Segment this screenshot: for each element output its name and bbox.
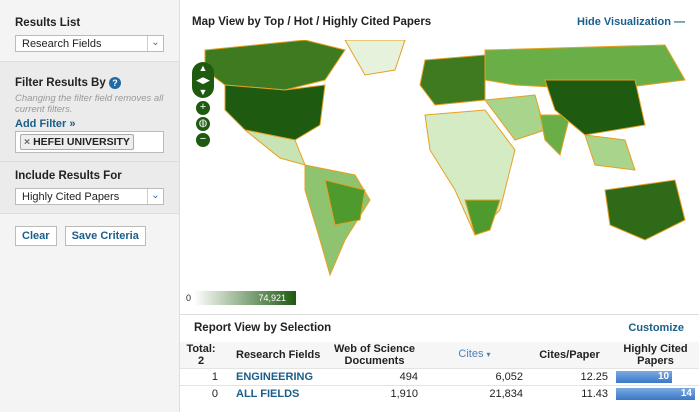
map-region-europe bbox=[419, 54, 486, 106]
zoom-in-button[interactable]: + bbox=[196, 101, 210, 115]
include-value: Highly Cited Papers bbox=[22, 191, 120, 203]
add-filter-link[interactable]: Add Filter » bbox=[15, 118, 76, 130]
cpp-cell: 11.43 bbox=[527, 384, 612, 402]
hcp-cell: 10 bbox=[612, 367, 699, 385]
hcp-cell: 14 bbox=[612, 384, 699, 402]
table-row: 0 ALL FIELDS 1,910 21,834 11.43 14 bbox=[180, 384, 699, 402]
map-region-china bbox=[544, 79, 646, 136]
docs-cell: 1,910 bbox=[327, 384, 422, 402]
sort-icon: ▾ bbox=[486, 350, 491, 360]
chevron-down-icon: ⌄ bbox=[147, 36, 163, 51]
map-region-australia bbox=[604, 179, 686, 241]
table-header: Total: 2 Research Fields Web of Science D… bbox=[180, 342, 699, 368]
remove-chip-icon[interactable]: × bbox=[24, 136, 31, 148]
legend-max: 74,921 bbox=[258, 293, 286, 303]
map-region-se-asia bbox=[584, 134, 636, 171]
map-region-india bbox=[539, 114, 571, 156]
world-map[interactable] bbox=[185, 40, 690, 286]
zoom-out-button[interactable]: − bbox=[196, 133, 210, 147]
field-link[interactable]: ENGINEERING bbox=[222, 367, 327, 385]
clear-button[interactable]: Clear bbox=[15, 226, 57, 246]
hcp-bar: 14 bbox=[616, 387, 695, 400]
field-link[interactable]: ALL FIELDS bbox=[222, 384, 327, 402]
total-header: Total: 2 bbox=[180, 342, 222, 368]
cpp-cell: 12.25 bbox=[527, 367, 612, 385]
minus-icon: — bbox=[674, 16, 685, 28]
globe-icon[interactable]: ◍ bbox=[196, 117, 210, 131]
cites-header[interactable]: Cites ▾ bbox=[422, 342, 527, 368]
docs-header[interactable]: Web of Science Documents bbox=[327, 342, 422, 368]
hcp-header[interactable]: Highly Cited Papers bbox=[612, 342, 699, 368]
results-list-value: Research Fields bbox=[22, 38, 102, 50]
row-count: 1 bbox=[180, 367, 222, 385]
include-label: Include Results For bbox=[15, 170, 122, 182]
field-header[interactable]: Research Fields bbox=[222, 342, 327, 368]
map-region-brazil bbox=[324, 179, 366, 226]
docs-cell: 494 bbox=[327, 367, 422, 385]
legend-min: 0 bbox=[186, 293, 192, 303]
include-select[interactable]: Highly Cited Papers ⌄ bbox=[15, 188, 164, 205]
help-icon[interactable]: ? bbox=[108, 77, 121, 89]
row-count: 0 bbox=[180, 384, 222, 402]
hcp-bar: 10 bbox=[616, 370, 673, 383]
filter-label: Filter Results By ? bbox=[15, 77, 164, 89]
filter-chip: × HEFEI UNIVERSITY bbox=[20, 134, 134, 150]
cites-cell: 6,052 bbox=[422, 367, 527, 385]
hide-visualization-link[interactable]: Hide Visualization — bbox=[577, 16, 685, 28]
customize-link[interactable]: Customize bbox=[628, 322, 684, 334]
cites-cell: 21,834 bbox=[422, 384, 527, 402]
filter-note: Changing the filter field removes all cu… bbox=[15, 93, 164, 115]
map-region-south-africa bbox=[464, 199, 501, 236]
map-title: Map View by Top / Hot / Highly Cited Pap… bbox=[192, 16, 432, 28]
map-zoom-controls: ▲ ◀▶ ▼ + ◍ − bbox=[192, 62, 214, 147]
legend-gradient: 74,921 bbox=[194, 291, 296, 305]
results-list-label: Results List bbox=[15, 17, 81, 29]
report-table: Total: 2 Research Fields Web of Science D… bbox=[180, 342, 699, 402]
pan-control[interactable]: ▲ ◀▶ ▼ bbox=[192, 62, 214, 98]
map-region-canada bbox=[204, 40, 346, 91]
main-panel: Map View by Top / Hot / Highly Cited Pap… bbox=[180, 0, 699, 412]
chevron-down-icon: ⌄ bbox=[147, 189, 163, 204]
table-row: 1 ENGINEERING 494 6,052 12.25 10 bbox=[180, 367, 699, 385]
results-list-select[interactable]: Research Fields ⌄ bbox=[15, 35, 164, 52]
map-region-usa bbox=[224, 84, 326, 141]
cpp-header[interactable]: Cites/Paper bbox=[527, 342, 612, 368]
sidebar: Results List Research Fields ⌄ Filter Res… bbox=[0, 0, 180, 412]
map-region-greenland bbox=[344, 40, 406, 76]
save-criteria-button[interactable]: Save Criteria bbox=[64, 226, 146, 246]
chip-label: HEFEI UNIVERSITY bbox=[33, 136, 130, 148]
filter-box[interactable]: × HEFEI UNIVERSITY bbox=[15, 131, 164, 153]
report-title: Report View by Selection bbox=[194, 322, 332, 334]
